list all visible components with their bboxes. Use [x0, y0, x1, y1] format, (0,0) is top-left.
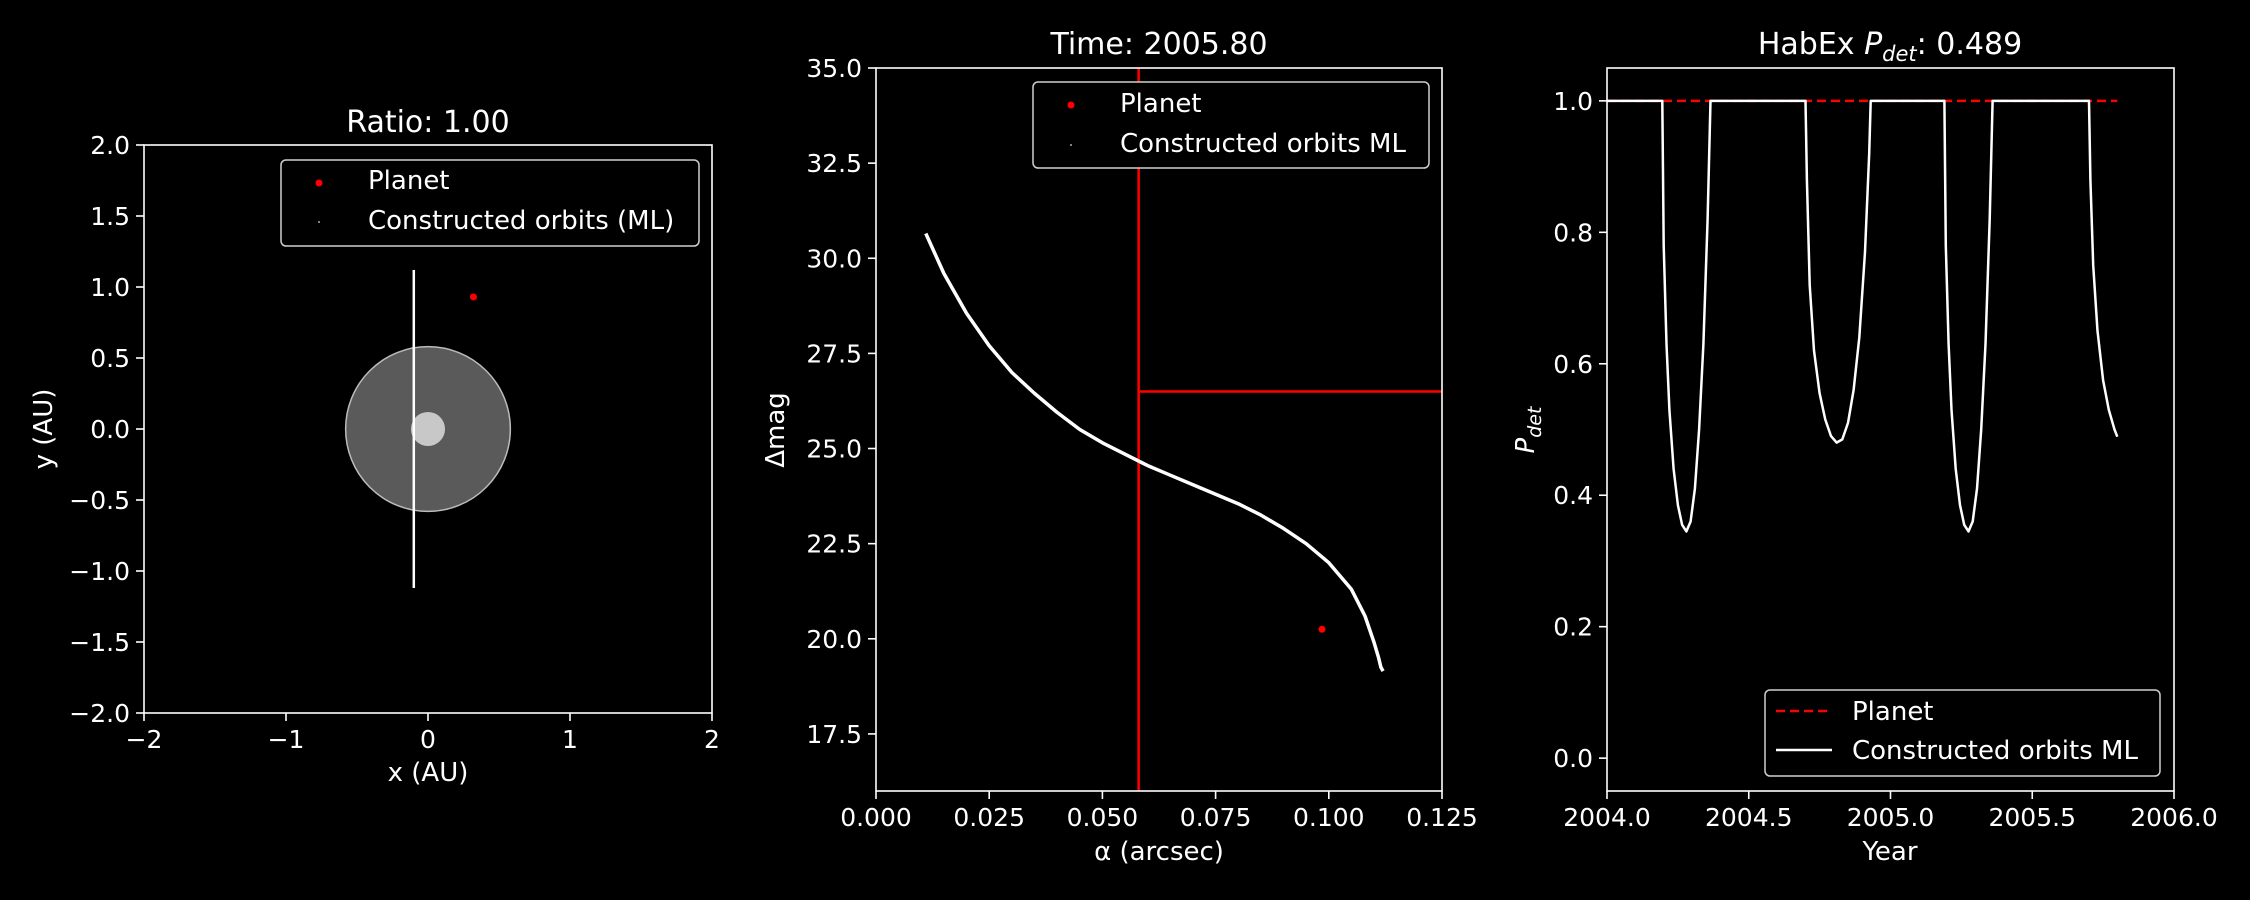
panel1-y-label: y (AU) — [29, 389, 59, 470]
panel-dmag-separation: Time: 2005.80 0.000 0.025 0.050 0.075 0.100 0… — [761, 27, 1478, 867]
panel1-title: Ratio: 1.00 — [346, 105, 509, 140]
constructed-orbits-curve — [924, 232, 1385, 672]
star-marker — [410, 411, 446, 447]
panel1-plot-area — [344, 269, 512, 589]
panel2-y-tick-label: 20.0 — [806, 625, 862, 654]
panel1-y-tick-label: −1.0 — [69, 557, 130, 586]
panel2-x-label: α (arcsec) — [1094, 837, 1224, 867]
panel3-y-label: Pdet — [1511, 405, 1546, 453]
panel3-y-tick-label: 0.6 — [1553, 350, 1593, 379]
planet-marker — [1318, 625, 1326, 633]
panel3-title-prefix: HabEx — [1758, 27, 1864, 62]
panel1-y-tick-label: −0.5 — [69, 486, 130, 515]
panel1-y-tick-label: −1.5 — [69, 628, 130, 657]
panel1-y-tick-label: 1.0 — [90, 273, 130, 302]
panel-detection-probability: HabEx Pdet: 0.489 2004.0 2004.5 2005.0 2005… — [1511, 27, 2218, 867]
panel2-y-tick-label: 17.5 — [806, 720, 862, 749]
panel3-y-tick-label: 0.8 — [1553, 218, 1593, 247]
panel1-y-tick-label: 0.5 — [90, 344, 130, 373]
panel2-y-tick-label: 32.5 — [806, 149, 862, 178]
panel2-legend-orbits-label: Constructed orbits ML — [1120, 129, 1406, 159]
panel1-y-tick-label: −2.0 — [69, 699, 130, 728]
panel2-y-tick-label: 35.0 — [806, 54, 862, 83]
panel2-legend: Planet Constructed orbits ML — [1032, 81, 1430, 169]
panel3-title-var: P — [1864, 27, 1883, 62]
panel3-y-ticks: 0.0 0.2 0.4 0.6 0.8 1.0 — [1553, 87, 1607, 773]
panel2-title: Time: 2005.80 — [1049, 27, 1267, 62]
panel2-x-tick-label: 0.075 — [1180, 803, 1252, 832]
panel3-x-tick-label: 2005.0 — [1847, 803, 1934, 832]
panel3-y-tick-label: 0.0 — [1553, 744, 1593, 773]
panel1-y-tick-label: 2.0 — [90, 131, 130, 160]
panel-orbit-plane: Ratio: 1.00 −2 −1 0 1 2 −2.0 −1.5 −1.0 −0.5 0.0 0… — [29, 105, 720, 788]
panel2-x-tick-label: 0.100 — [1293, 803, 1365, 832]
panel2-x-tick-label: 0.000 — [840, 803, 912, 832]
panel1-x-tick-label: 0 — [420, 725, 436, 754]
panel3-legend-orbits-label: Constructed orbits ML — [1852, 736, 2138, 766]
panel3-y-tick-label: 0.4 — [1553, 481, 1593, 510]
panel3-legend-box — [1764, 689, 2161, 777]
panel1-legend-planet-label: Planet — [368, 166, 450, 196]
panel3-legend-planet-label: Planet — [1852, 697, 1934, 727]
panel2-x-tick-label: 0.125 — [1406, 803, 1478, 832]
panel2-y-ticks: 17.5 20.0 22.5 25.0 27.5 30.0 32.5 35.0 — [806, 54, 876, 749]
panel3-y-label-var: P — [1511, 437, 1541, 453]
panel3-x-tick-label: 2006.0 — [2130, 803, 2217, 832]
panel2-y-tick-label: 30.0 — [806, 244, 862, 273]
panel3-title-suffix: : 0.489 — [1917, 27, 2023, 62]
panel1-x-ticks: −2 −1 0 1 2 — [126, 713, 720, 754]
panel1-legend-orbits-marker — [318, 221, 320, 223]
panel3-x-tick-label: 2004.0 — [1563, 803, 1650, 832]
panel2-y-label: Δmag — [761, 392, 791, 468]
panel2-x-tick-label: 0.025 — [953, 803, 1025, 832]
panel2-x-tick-label: 0.050 — [1067, 803, 1139, 832]
panel1-x-tick-label: −1 — [268, 725, 305, 754]
panel3-x-tick-label: 2004.5 — [1705, 803, 1792, 832]
constructed-orbits-pdet-line — [1607, 99, 2119, 533]
panel1-y-tick-label: 1.5 — [90, 202, 130, 231]
panel3-y-tick-label: 0.2 — [1553, 613, 1593, 642]
panel1-y-ticks: −2.0 −1.5 −1.0 −0.5 0.0 0.5 1.0 1.5 2.0 — [69, 131, 144, 728]
panel2-y-tick-label: 25.0 — [806, 435, 862, 464]
panel1-legend: Planet Constructed orbits (ML) — [280, 159, 700, 247]
panel2-x-ticks: 0.000 0.025 0.050 0.075 0.100 0.125 — [840, 791, 1478, 832]
panel1-x-tick-label: 1 — [562, 725, 578, 754]
panel3-x-tick-label: 2005.5 — [1989, 803, 2076, 832]
panel1-x-label: x (AU) — [388, 758, 469, 788]
panel3-y-tick-label: 1.0 — [1553, 87, 1593, 116]
panel3-title-sub: det — [1882, 42, 1917, 66]
panel3-plot-area — [1607, 99, 2119, 533]
panel2-frame — [875, 67, 1443, 792]
panel2-legend-planet-label: Planet — [1120, 89, 1202, 119]
panel2-y-tick-label: 27.5 — [806, 339, 862, 368]
panel3-legend: Planet Constructed orbits ML — [1764, 689, 2161, 777]
panel2-plot-area — [924, 68, 1442, 791]
panel1-legend-box — [280, 159, 700, 247]
panel3-x-ticks: 2004.0 2004.5 2005.0 2005.5 2006.0 — [1563, 791, 2218, 832]
panel2-y-tick-label: 22.5 — [806, 530, 862, 559]
panel1-legend-orbits-label: Constructed orbits (ML) — [368, 206, 674, 236]
panel1-x-tick-label: −2 — [126, 725, 163, 754]
panel2-legend-orbits-marker — [1070, 144, 1072, 146]
panel1-x-tick-label: 2 — [704, 725, 720, 754]
panel2-legend-box — [1032, 81, 1430, 169]
panel3-x-label: Year — [1861, 837, 1917, 867]
panel3-title: HabEx Pdet: 0.489 — [1758, 27, 2022, 66]
panel1-y-tick-label: 0.0 — [90, 415, 130, 444]
panel1-legend-planet-marker — [315, 179, 323, 187]
planet-marker — [469, 293, 477, 301]
panel2-legend-planet-marker — [1067, 101, 1075, 109]
panel3-y-label-sub: det — [1524, 405, 1546, 438]
